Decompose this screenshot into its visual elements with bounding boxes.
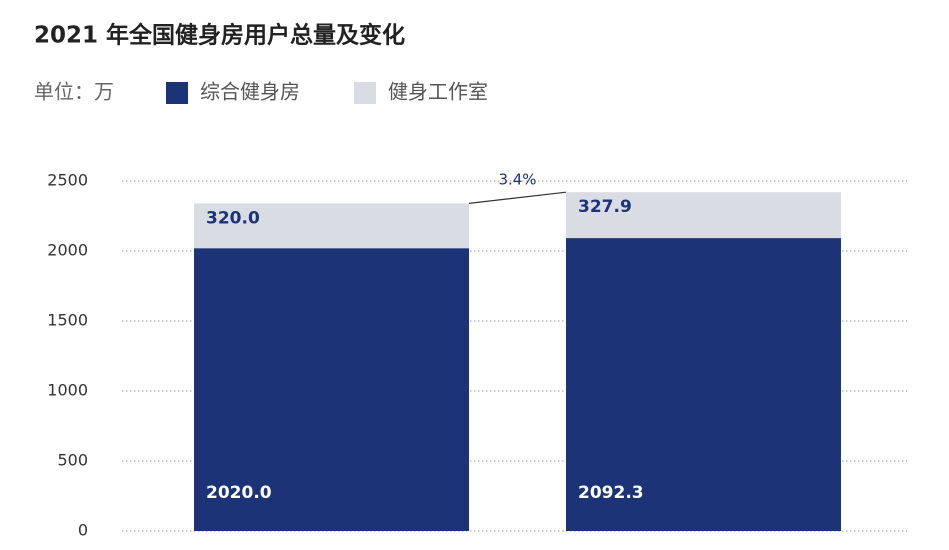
y-tick-label: 500 [57, 451, 88, 470]
bar-segment [566, 192, 841, 239]
legend-swatch [166, 82, 188, 104]
bar-segment [566, 238, 841, 531]
data-label: 2092.3 [578, 483, 644, 503]
y-tick-label: 1500 [47, 311, 88, 330]
legend-label: 健身工作室 [388, 80, 488, 104]
y-tick-label: 2000 [47, 241, 88, 260]
legend-label: 综合健身房 [200, 80, 300, 104]
data-label: 2020.0 [206, 483, 272, 503]
chart-title: 2021 年全国健身房用户总量及变化 [34, 22, 405, 49]
unit-label: 单位：万 [34, 80, 114, 104]
y-tick-label: 1000 [47, 381, 88, 400]
connector [468, 191, 567, 204]
data-label: 327.9 [578, 197, 632, 217]
annotation: 3.4% [498, 171, 536, 189]
y-tick-label: 2500 [47, 171, 88, 190]
data-label: 320.0 [206, 208, 260, 228]
y-tick-label: 0 [78, 521, 88, 540]
bar-segment [194, 248, 469, 531]
bar-segment [194, 203, 469, 249]
legend-swatch [354, 82, 376, 104]
